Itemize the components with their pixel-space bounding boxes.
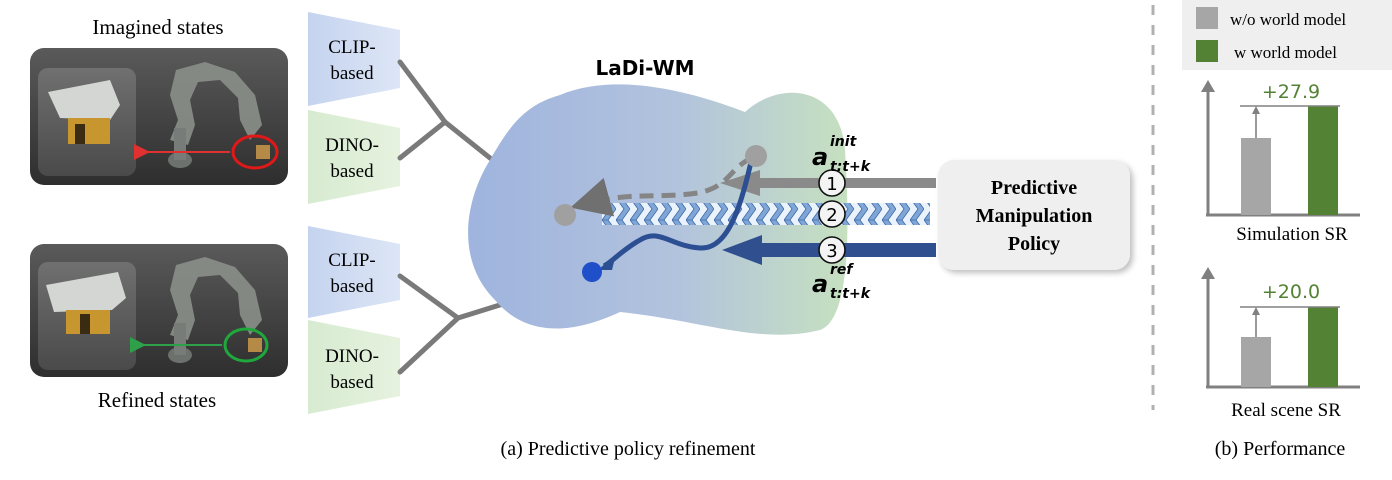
encoder-label-line1: DINO- — [325, 346, 379, 367]
encoder-label-line2: based — [330, 276, 374, 297]
improvement-value: +27.9 — [1262, 81, 1320, 103]
init-action-label: a init t:t+k — [812, 134, 872, 175]
encoder-label-line1: CLIP- — [328, 250, 376, 271]
encoder-label-line1: DINO- — [325, 135, 379, 156]
action-sup: init — [830, 134, 858, 150]
encoder-dino-top: DINO- based — [308, 110, 400, 204]
step-1: 1 — [826, 174, 837, 195]
chart-real-scene: +20.0 Real scene SR — [1201, 267, 1360, 421]
policy-box: Predictive Manipulation Policy — [938, 160, 1130, 270]
encoder-clip-bottom: CLIP- based — [308, 226, 400, 318]
bar-with-world-model — [1308, 307, 1338, 387]
encoder-label-line1: CLIP- — [328, 37, 376, 58]
action-sup: ref — [830, 262, 854, 278]
imagined-states-label: Imagined states — [92, 15, 223, 39]
refined-states-label: Refined states — [98, 388, 216, 412]
bar-without-world-model — [1241, 337, 1271, 387]
encoder-label-line2: based — [330, 63, 374, 84]
policy-line1: Predictive — [991, 177, 1077, 199]
action-base: a — [812, 143, 828, 171]
imagined-latent-point — [554, 204, 576, 226]
refined-latent-point — [582, 262, 602, 282]
action-base: a — [812, 270, 828, 298]
encoder-clip-top: CLIP- based — [308, 12, 400, 106]
refined-trajectory — [602, 157, 755, 269]
bar-with-world-model — [1308, 106, 1338, 215]
ref-action-label: a ref t:t+k — [812, 262, 872, 302]
start-latent-point — [745, 145, 767, 167]
step-markers: 1 2 3 — [818, 169, 846, 264]
chart-label: Simulation SR — [1236, 224, 1348, 245]
caption-b: (b) Performance — [1215, 438, 1346, 460]
step-2: 2 — [826, 205, 837, 226]
caption-a: (a) Predictive policy refinement — [501, 438, 756, 460]
imagined-state-image — [30, 48, 288, 185]
imagined-trajectory — [570, 155, 754, 217]
policy-line3: Policy — [1008, 233, 1060, 255]
bar-without-world-model — [1241, 138, 1271, 215]
legend-swatch-without — [1196, 7, 1218, 29]
encoder-label-line2: based — [330, 372, 374, 393]
action-sub: t:t+k — [830, 159, 872, 175]
policy-line2: Manipulation — [976, 205, 1093, 227]
encoder-dino-bottom: DINO- based — [308, 320, 400, 414]
legend-label-with: w world model — [1234, 43, 1337, 62]
refined-state-image — [30, 244, 288, 377]
world-model-title: LaDi-WM — [595, 56, 694, 80]
encoder-label-line2: based — [330, 161, 374, 182]
step-3: 3 — [826, 241, 837, 262]
chart-simulation: +27.9 Simulation SR — [1201, 80, 1360, 245]
chart-label: Real scene SR — [1231, 400, 1341, 421]
improvement-value: +20.0 — [1262, 281, 1320, 303]
legend-label-without: w/o world model — [1230, 10, 1346, 29]
action-sub: t:t+k — [830, 286, 872, 302]
refinement-chevron-band — [602, 203, 930, 225]
legend-swatch-with — [1196, 40, 1218, 62]
legend: w/o world model w world model — [1182, 0, 1392, 70]
refined-trajectory-head — [598, 254, 616, 270]
